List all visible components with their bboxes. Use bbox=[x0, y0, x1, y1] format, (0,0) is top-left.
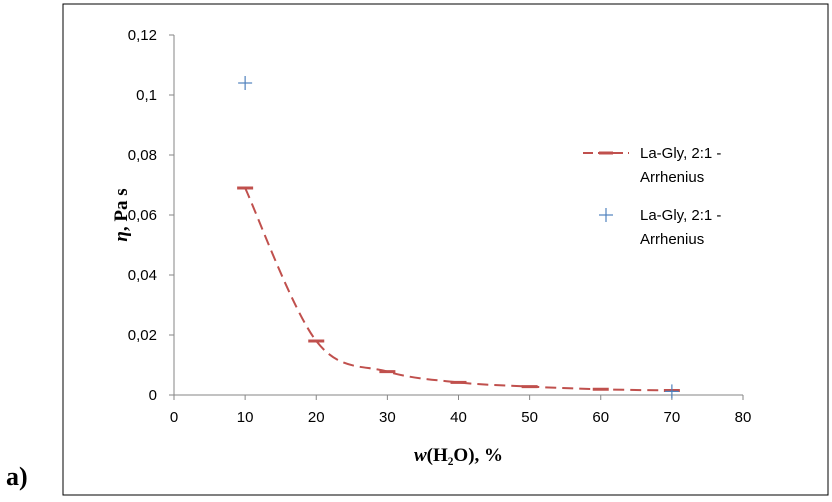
x-tick-label: 40 bbox=[450, 409, 467, 426]
legend-series-1-label: La-Gly, 2:1 - bbox=[640, 145, 721, 162]
chart-border bbox=[62, 3, 829, 496]
x-tick-label: 0 bbox=[170, 409, 178, 426]
y-tick-label: 0,1 bbox=[136, 87, 157, 104]
series-1-line bbox=[244, 187, 672, 392]
x-tick-label: 60 bbox=[592, 409, 609, 426]
figure-label: a) bbox=[6, 462, 28, 491]
x-tick-label: 30 bbox=[379, 409, 396, 426]
x-axis-title-rest: (H₂O), % bbox=[427, 445, 503, 466]
y-tick-label: 0,12 bbox=[128, 27, 157, 44]
legend-series-2-swatch bbox=[599, 208, 613, 222]
legend-series-1-label: Arrhenius bbox=[640, 169, 704, 186]
x-tick-label: 80 bbox=[735, 409, 752, 426]
series-2-point bbox=[664, 384, 679, 399]
x-tick-label: 20 bbox=[308, 409, 325, 426]
y-axis-title-symbol: η bbox=[111, 231, 132, 241]
y-tick-label: 0,08 bbox=[128, 147, 157, 164]
y-tick-label: 0 bbox=[149, 387, 157, 404]
series-2-point bbox=[238, 76, 253, 90]
x-axis-title-symbol: w bbox=[414, 445, 427, 466]
x-axis-title: w(H₂O), % bbox=[414, 445, 503, 466]
x-tick-label: 70 bbox=[664, 409, 681, 426]
x-tick-label: 10 bbox=[237, 409, 254, 426]
legend-series-2-label: La-Gly, 2:1 - bbox=[640, 207, 721, 224]
y-tick-label: 0,04 bbox=[128, 267, 157, 284]
x-tick-label: 50 bbox=[521, 409, 538, 426]
legend-series-2-label: Arrhenius bbox=[640, 231, 704, 248]
y-tick-label: 0,02 bbox=[128, 327, 157, 344]
y-axis-title: η, Pa s bbox=[111, 188, 132, 241]
y-axis-title-rest: , Pa s bbox=[111, 188, 132, 231]
y-tick-label: 0,06 bbox=[128, 207, 157, 224]
